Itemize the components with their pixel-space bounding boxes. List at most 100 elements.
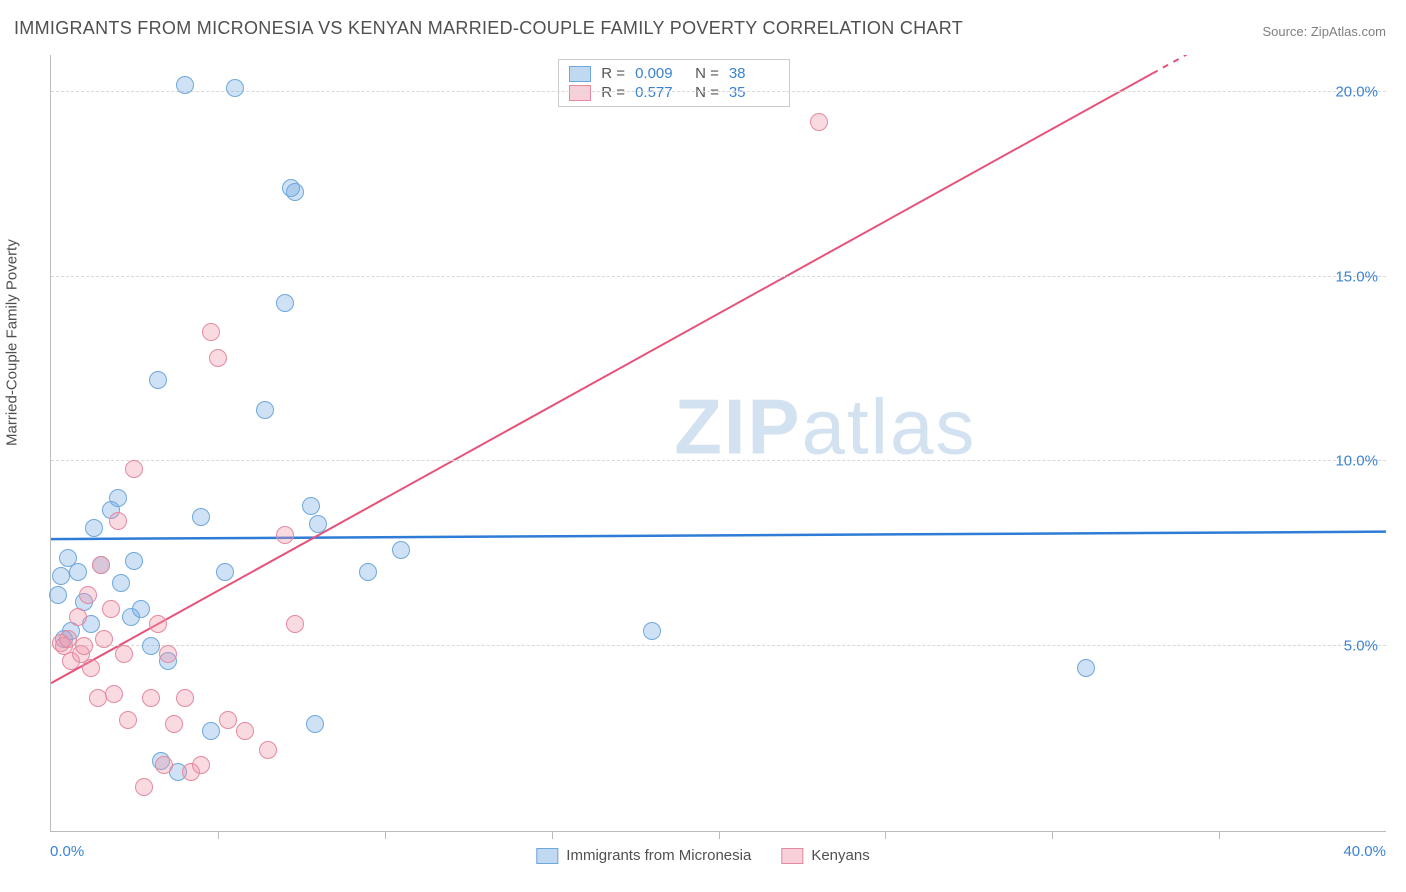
data-point [306, 715, 324, 733]
legend-row-series2: R = 0.577 N = 35 [569, 83, 779, 102]
data-point [119, 711, 137, 729]
data-point [59, 630, 77, 648]
legend-swatch-micronesia [536, 848, 558, 864]
data-point [155, 756, 173, 774]
data-point [176, 689, 194, 707]
data-point [810, 113, 828, 131]
data-point [276, 526, 294, 544]
data-point [82, 659, 100, 677]
data-point [69, 563, 87, 581]
data-point [112, 574, 130, 592]
data-point [176, 76, 194, 94]
source-attribution: Source: ZipAtlas.com [1262, 24, 1386, 39]
correlation-legend: R = 0.009 N = 38 R = 0.577 N = 35 [558, 59, 790, 107]
legend-item-micronesia: Immigrants from Micronesia [536, 847, 751, 864]
chart-title: IMMIGRANTS FROM MICRONESIA VS KENYAN MAR… [14, 18, 963, 39]
data-point [259, 741, 277, 759]
data-point [125, 552, 143, 570]
x-tick-mark [552, 831, 553, 839]
series-legend: Immigrants from Micronesia Kenyans [536, 847, 869, 864]
data-point [219, 711, 237, 729]
y-tick-label: 15.0% [1335, 268, 1378, 285]
data-point [49, 586, 67, 604]
data-point [236, 722, 254, 740]
data-point [359, 563, 377, 581]
gridline-h [51, 91, 1386, 92]
legend-swatch-kenyans [781, 848, 803, 864]
data-point [276, 294, 294, 312]
data-point [192, 756, 210, 774]
x-tick-mark [385, 831, 386, 839]
data-point [75, 637, 93, 655]
legend-label-kenyans: Kenyans [811, 847, 869, 864]
x-tick-mark [885, 831, 886, 839]
data-point [142, 689, 160, 707]
data-point [109, 512, 127, 530]
legend-swatch-blue [569, 66, 591, 82]
legend-label-micronesia: Immigrants from Micronesia [566, 847, 751, 864]
r-value2: 0.577 [635, 84, 685, 101]
data-point [643, 622, 661, 640]
y-tick-label: 20.0% [1335, 83, 1378, 100]
gridline-h [51, 460, 1386, 461]
watermark-bold: ZIP [674, 383, 801, 471]
data-point [256, 401, 274, 419]
x-tick-mark [218, 831, 219, 839]
legend-item-kenyans: Kenyans [781, 847, 869, 864]
gridline-h [51, 645, 1386, 646]
data-point [125, 460, 143, 478]
data-point [165, 715, 183, 733]
data-point [102, 600, 120, 618]
n-value2: 35 [729, 84, 779, 101]
data-point [226, 79, 244, 97]
data-point [115, 645, 133, 663]
n-label1: N = [695, 65, 719, 82]
x-tick-max: 40.0% [1343, 843, 1386, 860]
data-point [149, 615, 167, 633]
r-label2: R = [601, 84, 625, 101]
legend-row-series1: R = 0.009 N = 38 [569, 64, 779, 83]
y-tick-label: 10.0% [1335, 453, 1378, 470]
data-point [149, 371, 167, 389]
data-point [135, 778, 153, 796]
watermark-rest: atlas [802, 383, 977, 471]
data-point [79, 586, 97, 604]
data-point [109, 489, 127, 507]
data-point [286, 615, 304, 633]
data-point [105, 685, 123, 703]
data-point [85, 519, 103, 537]
data-point [202, 323, 220, 341]
x-tick-mark [1219, 831, 1220, 839]
data-point [95, 630, 113, 648]
data-point [142, 637, 160, 655]
n-value1: 38 [729, 65, 779, 82]
data-point [309, 515, 327, 533]
r-value1: 0.009 [635, 65, 685, 82]
x-tick-min: 0.0% [50, 843, 84, 860]
data-point [52, 567, 70, 585]
data-point [302, 497, 320, 515]
data-point [209, 349, 227, 367]
scatter-plot-area: ZIPatlas R = 0.009 N = 38 R = 0.577 N = … [50, 55, 1386, 832]
data-point [216, 563, 234, 581]
data-point [89, 689, 107, 707]
data-point [1077, 659, 1095, 677]
x-tick-mark [719, 831, 720, 839]
y-tick-label: 5.0% [1344, 638, 1378, 655]
data-point [286, 183, 304, 201]
legend-swatch-pink [569, 85, 591, 101]
data-point [192, 508, 210, 526]
data-point [132, 600, 150, 618]
data-point [392, 541, 410, 559]
data-point [92, 556, 110, 574]
y-axis-label: Married-Couple Family Poverty [4, 239, 21, 446]
watermark-text: ZIPatlas [674, 382, 976, 473]
r-label1: R = [601, 65, 625, 82]
data-point [69, 608, 87, 626]
trendlines-svg [51, 55, 1386, 831]
data-point [202, 722, 220, 740]
gridline-h [51, 276, 1386, 277]
n-label2: N = [695, 84, 719, 101]
x-tick-mark [1052, 831, 1053, 839]
data-point [159, 645, 177, 663]
